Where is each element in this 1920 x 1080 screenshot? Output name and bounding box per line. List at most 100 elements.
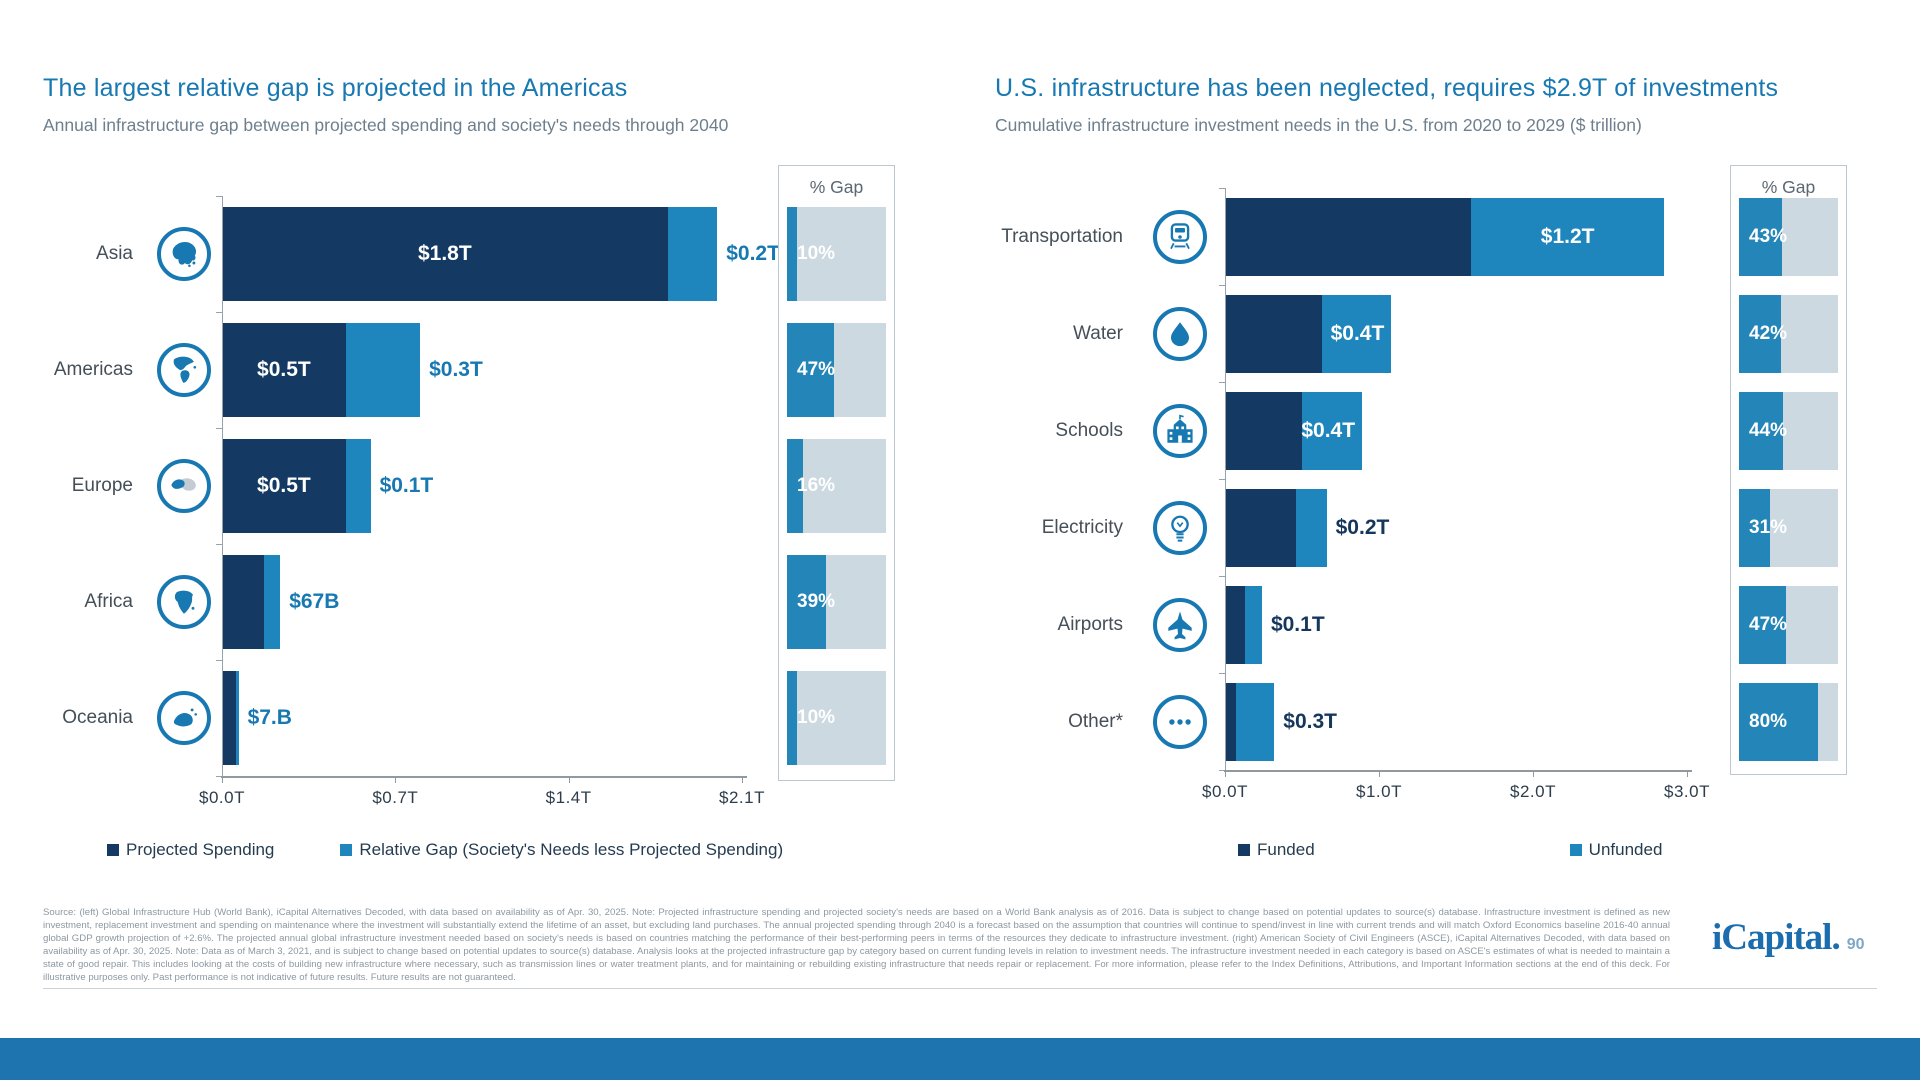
x-axis-tick	[395, 776, 397, 783]
oceania-globe-icon	[156, 691, 211, 745]
bar-value-label: $0.4T	[1301, 418, 1356, 442]
chart-global-infrastructure-gap: The largest relative gap is projected in…	[43, 60, 943, 880]
x-axis-line	[221, 776, 747, 778]
legend-swatch	[1569, 844, 1582, 856]
x-axis-tick-label: $2.0T	[1510, 782, 1556, 801]
icapital-wordmark: iCapital.	[1712, 917, 1841, 958]
bar-area: $0.4T	[1225, 382, 1697, 479]
gap-percent-label: 10%	[797, 243, 836, 264]
legend-label: Unfunded	[1588, 840, 1663, 859]
gap-mini-bar-fill	[787, 439, 803, 533]
bar-value-label: $1.2T	[1540, 224, 1595, 248]
chart-title: The largest relative gap is projected in…	[43, 74, 628, 102]
legend-item: Unfunded	[1569, 840, 1663, 860]
gap-percent-label: 47%	[1749, 613, 1788, 635]
ellipsis-icon	[1153, 694, 1207, 749]
gap-mini-bar: 47%	[1739, 585, 1838, 664]
y-axis-tick	[1219, 576, 1225, 577]
bar-value-label: $0.4T	[1330, 321, 1385, 345]
legend-swatch	[107, 844, 119, 856]
chart-row: Africa $67B	[43, 544, 752, 660]
gap-percent-label: 31%	[1749, 516, 1788, 538]
category-label: Schools	[1055, 419, 1123, 441]
bar-value-label: $0.5T	[257, 358, 311, 381]
category-icon-wrap	[1135, 694, 1225, 749]
americas-globe-icon	[156, 343, 211, 397]
gap-mini-bar-fill	[1739, 294, 1781, 373]
bar-segment-primary	[1225, 585, 1246, 664]
bottom-accent-bar	[0, 1038, 1920, 1080]
x-axis-tick-label: $1.4T	[545, 788, 592, 807]
lightbulb-icon	[1153, 500, 1207, 555]
gap-mini-bar: 16%	[787, 439, 886, 533]
category-label: Airports	[1057, 613, 1123, 635]
chart-us-infrastructure-needs: U.S. infrastructure has been neglected, …	[995, 60, 1895, 880]
train-icon	[1153, 209, 1207, 264]
legend-item: Funded	[1238, 840, 1315, 860]
category-icon-wrap	[145, 343, 222, 397]
bar-segment-secondary	[1322, 294, 1392, 373]
chart-row: Electricity $0.2T	[995, 479, 1697, 576]
bar-area: $0.2T	[1225, 479, 1697, 576]
x-axis-line	[1224, 770, 1692, 772]
gap-mini-bar-fill	[787, 207, 797, 301]
x-axis-tick-label: $0.0T	[1202, 782, 1248, 801]
bar-segment-secondary	[667, 207, 718, 301]
gap-mini-bar: 10%	[787, 671, 886, 765]
category-icon-wrap	[1135, 597, 1225, 652]
gap-mini-bar: 44%	[1739, 391, 1838, 470]
europe-globe-icon	[156, 459, 211, 513]
x-axis-tick	[1687, 770, 1688, 777]
bar-segment-secondary	[264, 555, 281, 649]
bar-segment-primary	[222, 555, 265, 649]
asia-globe-icon	[156, 227, 211, 281]
chart-row: Europe $0.5T $0.1T	[43, 428, 752, 544]
icapital-logo: iCapital. 90	[1712, 916, 1865, 959]
category-label: Electricity	[1041, 516, 1123, 538]
school-icon	[1153, 403, 1207, 458]
category-icon-wrap	[1135, 306, 1225, 361]
bar-segment-secondary	[1302, 391, 1363, 470]
bar-area: $0.4T	[1225, 285, 1697, 382]
x-axis-tick	[222, 776, 223, 783]
gap-percent-label: 42%	[1749, 322, 1788, 344]
y-axis-tick	[1219, 285, 1225, 286]
gap-percent-label: 44%	[1749, 419, 1788, 441]
chart-row: Other* $0.3T	[995, 673, 1697, 770]
gap-mini-bar: 43%	[1739, 197, 1838, 276]
gap-mini-bar-fill	[787, 671, 797, 765]
bar-area: $0.5T $0.3T	[222, 312, 752, 428]
bar-value-label: $0.2T	[1335, 515, 1390, 539]
bar-segment-secondary	[1235, 682, 1275, 761]
droplet-icon	[1153, 306, 1207, 361]
x-axis-tick-label: $3.0T	[1664, 782, 1710, 801]
bar-segment-secondary	[345, 323, 421, 417]
category-label: Water	[1073, 322, 1123, 344]
bar-gap-label: $0.3T	[429, 358, 483, 381]
bar-value-label: $1.8T	[417, 242, 472, 265]
y-axis-tick	[1219, 479, 1225, 480]
y-axis-tick	[216, 776, 222, 777]
gap-mini-bar-fill	[1739, 391, 1783, 470]
bar-area: $1.2T	[1225, 188, 1697, 285]
x-axis-tick	[1225, 770, 1226, 777]
chart-row: Asia $1.8T $0.2T	[43, 196, 780, 312]
category-icon-wrap	[145, 227, 222, 281]
gap-percent-label: 39%	[797, 591, 836, 612]
bar-segment-primary	[1225, 391, 1302, 470]
bar-gap-label: $0.2T	[726, 242, 780, 265]
gap-percent-label: 43%	[1749, 225, 1788, 247]
y-axis-tick	[1219, 382, 1225, 383]
y-axis-tick	[1219, 673, 1225, 674]
bar-area: $1.8T $0.2T	[222, 196, 780, 312]
gap-mini-bar-fill	[1739, 585, 1786, 664]
category-label: Other*	[1068, 710, 1123, 732]
category-icon-wrap	[1135, 500, 1225, 555]
legend-item: Projected Spending	[107, 840, 274, 860]
gap-percent-label: 80%	[1749, 710, 1788, 732]
bar-segment-primary	[222, 323, 346, 417]
gap-percent-label: 10%	[797, 707, 836, 728]
legend-label: Funded	[1257, 840, 1315, 859]
gap-mini-bar: 42%	[1739, 294, 1838, 373]
gap-mini-bar: 39%	[787, 555, 886, 649]
